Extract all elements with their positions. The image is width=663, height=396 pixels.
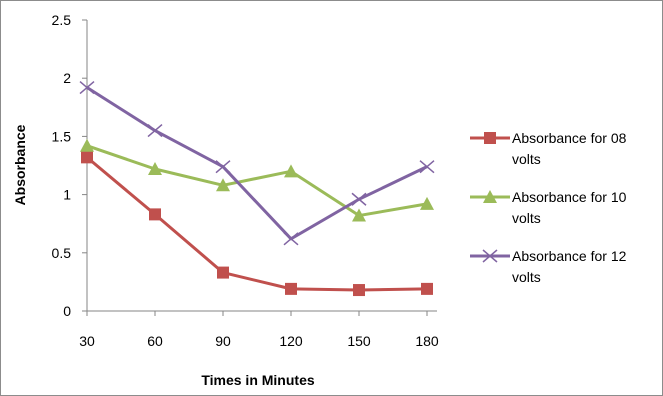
legend-label: Absorbance for 12 [512,248,627,264]
legend-item: Absorbance for 10 volts [470,189,627,226]
x-tick-labels: 30 60 90 120 150 180 [79,333,439,349]
series-line [86,86,428,241]
data-point [79,80,95,95]
tick-marks [82,19,428,316]
legend-label: Absorbance for 10 [512,189,627,205]
series-line [86,156,428,292]
data-point [147,124,163,138]
legend-label: volts [512,151,541,167]
data-point [421,282,433,295]
data-point [216,178,230,192]
legend-swatch-marker [484,132,496,144]
series-2 [80,138,434,222]
data-point [420,196,434,210]
x-tick-label: 90 [215,333,231,349]
series-line [86,144,428,218]
legend: Absorbance for 08 volts Absorbance for 10 v… [470,130,627,285]
x-tick-label: 60 [147,333,163,349]
data-point [285,282,297,295]
axes [86,20,437,312]
data-point [217,266,229,279]
x-tick-label: 180 [415,333,439,349]
data-point [353,284,365,297]
data-point [419,160,435,174]
series-3 [79,80,435,246]
y-tick-labels: 0 0.5 1 1.5 2 2.5 [52,12,72,319]
data-point [80,138,94,152]
y-axis-title: Absorbance [12,124,28,205]
legend-swatch-marker [483,190,497,203]
y-tick-label: 2 [63,70,71,86]
series-1 [81,151,433,297]
data-point [283,232,299,246]
legend-label: volts [512,210,541,226]
x-tick-label: 30 [79,333,95,349]
data-point [81,151,93,164]
x-tick-label: 120 [279,333,303,349]
x-axis-title: Times in Minutes [201,372,315,388]
series-layer [79,80,435,297]
legend-item: Absorbance for 12 volts [470,248,627,285]
data-point [215,160,231,174]
legend-item: Absorbance for 08 volts [470,130,627,167]
x-tick-label: 150 [347,333,371,349]
legend-label: Absorbance for 08 [512,130,627,146]
data-point [284,164,298,178]
y-tick-label: 1 [63,187,71,203]
data-point [352,208,366,222]
data-point [149,208,161,221]
legend-swatch-marker [482,249,498,263]
y-tick-label: 2.5 [52,12,72,28]
y-tick-label: 0 [63,303,71,319]
y-tick-label: 1.5 [52,128,72,144]
legend-label: volts [512,269,541,285]
data-point [148,161,162,175]
y-tick-label: 0.5 [52,245,72,261]
data-point [351,192,367,206]
